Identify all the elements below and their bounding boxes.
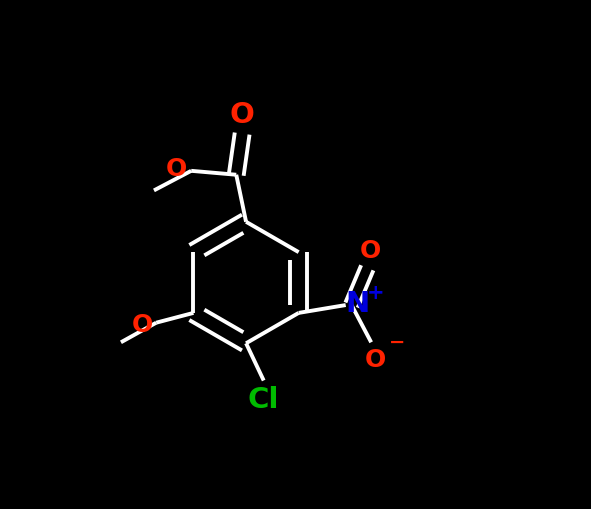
Text: O: O xyxy=(166,157,187,181)
Text: +: + xyxy=(366,284,384,303)
Text: N: N xyxy=(346,290,370,318)
Text: O: O xyxy=(360,239,381,263)
Text: −: − xyxy=(389,333,405,352)
Text: O: O xyxy=(365,348,386,372)
Text: O: O xyxy=(230,101,255,129)
Text: O: O xyxy=(132,313,153,336)
Text: Cl: Cl xyxy=(248,386,280,414)
